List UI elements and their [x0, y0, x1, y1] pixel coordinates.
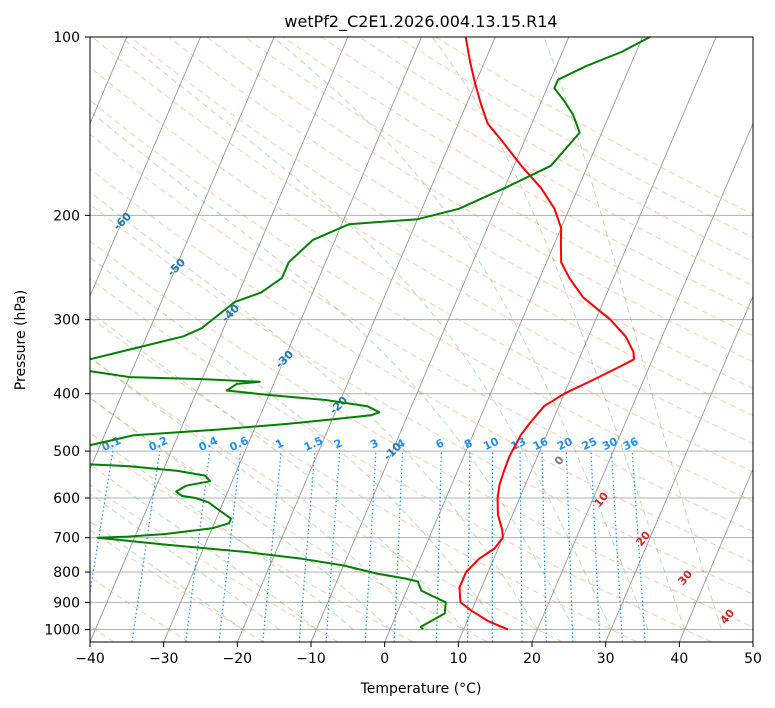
moist-adiabat-line	[90, 256, 501, 630]
x-tick-label: 20	[523, 651, 541, 667]
x-tick-label: −10	[296, 651, 326, 667]
dewpoint-line	[90, 37, 651, 631]
moist-adiabat-line	[90, 431, 354, 630]
dry-adiabat-line	[90, 278, 712, 642]
moist-adiabat-line	[90, 356, 428, 630]
x-tick-label: −40	[75, 651, 105, 667]
mixing-ratio-line	[519, 451, 523, 642]
moist-adiabat-label: 40	[717, 606, 737, 626]
isotherm-line	[752, 640, 753, 642]
x-tick-label: −30	[149, 651, 179, 667]
moist-adiabat-line	[90, 520, 243, 630]
moist-adiabat-line	[90, 310, 465, 630]
mixing-ratio-line	[435, 451, 442, 642]
x-tick-label: 50	[744, 651, 762, 667]
isotherm-line	[90, 37, 275, 471]
isotherm-line	[384, 37, 643, 642]
moist-adiabat-line	[90, 396, 391, 630]
isotherm-label: -80	[3, 118, 26, 141]
x-tick-label: 30	[597, 651, 615, 667]
mixing-ratio-line	[590, 451, 601, 642]
isotherm-label: -70	[57, 164, 80, 187]
mixing-ratio-line	[364, 451, 377, 642]
y-tick-label: 800	[53, 565, 80, 581]
mixing-ratio-line	[218, 451, 242, 642]
temperature-line	[458, 37, 635, 631]
isotherm-line	[678, 467, 753, 642]
y-tick-label: 200	[53, 208, 80, 224]
x-tick-label: −20	[223, 651, 253, 667]
isotherm-line	[90, 37, 349, 642]
isotherm-line	[90, 37, 201, 298]
isotherm-line	[163, 37, 422, 642]
profile-lines	[90, 37, 651, 631]
mixing-ratio-label: 2	[332, 436, 344, 451]
y-tick-label: 700	[53, 531, 80, 547]
isotherm-line	[531, 122, 753, 642]
dry-adiabat-line	[90, 240, 753, 628]
moist-adiabat-line	[120, 37, 612, 630]
background-lines	[90, 37, 753, 642]
dry-adiabat-line	[90, 133, 753, 533]
isotherm-label: -20	[327, 394, 350, 417]
dry-adiabat-line	[282, 37, 753, 312]
dry-adiabat-line	[91, 37, 753, 445]
dry-adiabat-line	[90, 203, 753, 595]
plot-frame	[89, 36, 754, 643]
dry-adiabat-line	[168, 37, 753, 389]
isotherm-label: -60	[111, 210, 134, 233]
mixing-ratio-line	[610, 451, 623, 642]
moist-adiabat-label: 30	[675, 567, 695, 587]
mixing-ratio-line	[90, 451, 114, 596]
dry-adiabat-line	[90, 483, 339, 642]
dry-adiabat-line	[359, 37, 753, 263]
isotherm-line	[457, 37, 717, 642]
dry-adiabat-line	[90, 168, 753, 563]
mixing-ratio-label: 25	[580, 435, 599, 453]
y-axis-label: Pressure (hPa)	[13, 290, 29, 390]
isotherm-label: -30	[273, 348, 296, 371]
mixing-ratio-label: 16	[531, 435, 551, 453]
x-axis-label: Temperature (°C)	[360, 681, 482, 697]
mixing-ratio-line	[131, 451, 161, 642]
axis-ticks: −40 −30 −20 −10 0 10 20 30 40 50 100 200 300 400 500 60…	[44, 30, 762, 667]
dry-adiabat-line	[90, 356, 563, 642]
mixing-ratio-label: 30	[600, 435, 620, 453]
dry-adiabat-line	[90, 316, 638, 642]
x-tick-label: 0	[380, 651, 389, 667]
mixing-ratio-label: 3	[368, 436, 380, 451]
chart-title: wetPf2_C2E1.2026.004.13.15.R14	[284, 12, 557, 32]
dry-adiabat-line	[244, 37, 753, 337]
y-tick-label: 400	[53, 387, 80, 403]
dry-adiabat-line	[90, 99, 753, 502]
moist-adiabat-label: 10	[591, 489, 611, 509]
x-tick-label: 10	[449, 651, 467, 667]
y-tick-label: 600	[53, 491, 80, 507]
moist-adiabat-line	[272, 37, 649, 630]
mixing-ratio-label: 20	[555, 435, 575, 453]
moist-adiabat-line	[543, 37, 722, 630]
moist-adiabat-line	[90, 191, 538, 630]
mixing-ratio-label: 10	[481, 435, 501, 453]
mixing-ratio-line	[466, 451, 471, 642]
dry-adiabat-line	[90, 529, 264, 642]
isotherm-line	[310, 37, 570, 642]
mixing-ratio-label: 1	[273, 436, 285, 451]
mixing-ratio-line	[565, 451, 574, 642]
y-tick-label: 100	[53, 30, 80, 46]
dry-adiabat-line	[90, 440, 414, 642]
y-tick-label: 300	[53, 313, 80, 329]
y-tick-label: 900	[53, 595, 80, 611]
moist-adiabat-line	[431, 37, 686, 630]
dry-adiabat-line	[130, 37, 753, 417]
y-tick-label: 1000	[44, 622, 80, 638]
isotherm-line	[605, 295, 753, 642]
moist-adiabat-line	[90, 463, 317, 630]
x-tick-label: 40	[670, 651, 688, 667]
isotherm-line	[236, 37, 496, 642]
y-tick-label: 500	[53, 444, 80, 460]
mixing-ratio-label: 36	[621, 435, 641, 453]
